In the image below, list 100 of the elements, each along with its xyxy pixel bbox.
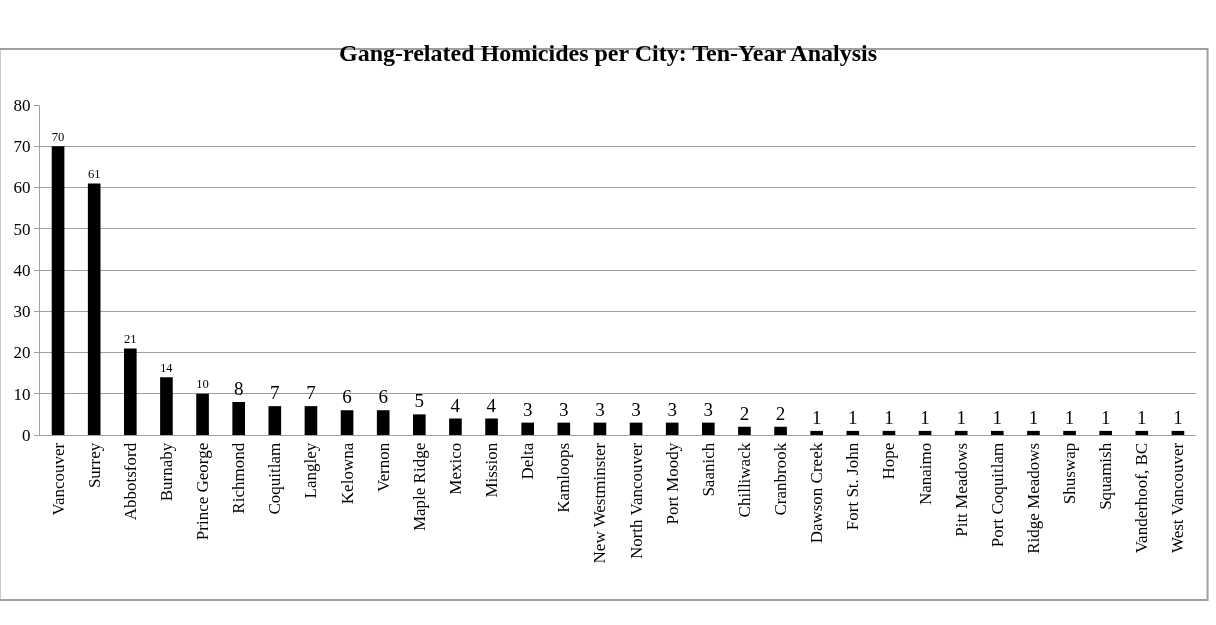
data-label: 1 [811, 406, 822, 428]
chart-title: Gang-related Homicides per City: Ten-Year Analysis [338, 39, 878, 66]
x-tick-label: Abbotsford [120, 442, 140, 521]
x-tick-label: Shuswap [1060, 442, 1080, 505]
data-label: 3 [522, 398, 533, 420]
data-label: 3 [595, 398, 605, 420]
bar [1027, 430, 1040, 435]
bar [521, 422, 535, 435]
x-tick-label: Squamish [1096, 442, 1116, 510]
x-tick-label: Cranbrook [771, 442, 791, 516]
data-label: 1 [884, 406, 894, 428]
data-label: 61 [87, 166, 101, 181]
data-label: 70 [51, 129, 65, 144]
bar [51, 146, 65, 435]
bar [810, 430, 824, 435]
data-label: 3 [559, 398, 569, 420]
bar [412, 414, 426, 435]
data-label: 14 [160, 360, 173, 375]
bar [1099, 430, 1113, 435]
data-label: 1 [956, 406, 966, 428]
bar [268, 406, 282, 435]
data-label: 2 [775, 402, 786, 424]
bar [918, 430, 932, 435]
data-label: 7 [270, 382, 280, 404]
bar [196, 393, 209, 435]
bar [557, 422, 571, 435]
x-tick-label: Nanaimo [915, 442, 935, 506]
bar [1171, 430, 1185, 435]
y-tick-label: 50 [13, 219, 31, 239]
x-tick-label: Fort St. John [843, 442, 863, 531]
data-label: 5 [414, 390, 425, 412]
x-tick-label: Saanich [698, 442, 718, 497]
data-label: 1 [848, 406, 858, 428]
bar [376, 410, 390, 435]
data-label: 1 [1173, 406, 1183, 428]
x-tick-label: Port Coquitlam [987, 442, 1007, 548]
bar [846, 430, 860, 435]
x-tick-label: Maple Ridge [409, 442, 429, 532]
bar [665, 422, 679, 435]
bar [340, 410, 354, 435]
x-tick-label: Vanderhoof, BC [1132, 442, 1152, 554]
x-tick-label: Richmond [229, 442, 249, 514]
data-label: 4 [486, 394, 497, 416]
x-tick-label: Mexico [445, 442, 465, 495]
data-label: 3 [667, 398, 677, 420]
y-tick-label: 70 [13, 137, 31, 157]
y-tick-label: 80 [13, 95, 31, 115]
x-tick-label: Pitt Meadows [951, 442, 971, 537]
y-tick-label: 60 [13, 178, 31, 198]
bar [123, 348, 137, 435]
y-tick-label: 30 [13, 302, 31, 322]
bar [1063, 430, 1076, 435]
data-label: 1 [1028, 406, 1039, 428]
y-tick-label: 40 [13, 260, 31, 280]
bar [954, 430, 968, 435]
data-label: 3 [631, 398, 641, 420]
y-tick-label: 10 [13, 384, 31, 404]
data-label: 1 [1137, 406, 1147, 428]
data-label: 6 [342, 386, 352, 408]
data-label: 2 [739, 402, 750, 424]
x-tick-label: Mission [482, 442, 502, 498]
data-label: 1 [1064, 406, 1075, 428]
y-tick-label: 20 [13, 343, 31, 363]
x-tick-label: Delta [518, 442, 538, 480]
bar [774, 426, 787, 435]
data-label: 7 [306, 382, 316, 404]
bar [485, 418, 498, 435]
bar [232, 402, 246, 435]
x-tick-label: Kelowna [337, 442, 357, 505]
bar [1135, 430, 1149, 435]
data-label: 6 [378, 386, 388, 408]
bar [990, 430, 1004, 435]
x-tick-label: Burnaby [156, 442, 176, 502]
x-tick-label: New Westminster [590, 442, 610, 564]
bar [304, 406, 318, 435]
bar [701, 422, 715, 435]
x-tick-label: Langley [301, 442, 321, 499]
x-tick-label: Ridge Meadows [1023, 442, 1043, 554]
x-tick-label: Coquitlam [265, 442, 285, 515]
x-tick-label: Surrey [84, 442, 104, 489]
bar [449, 418, 462, 435]
x-tick-label: Dawson Creek [807, 442, 827, 544]
x-tick-label: Vancouver [48, 442, 68, 516]
bar [882, 430, 896, 435]
x-tick-label: Prince George [193, 442, 213, 541]
data-label: 10 [196, 377, 209, 392]
x-tick-label: North Vancouver [626, 442, 646, 560]
bar [160, 377, 173, 435]
data-label: 1 [920, 406, 930, 428]
x-tick-label: Hope [879, 442, 899, 480]
data-label: 3 [703, 398, 714, 420]
bar [593, 422, 607, 435]
x-tick-label: Chilliwack [734, 442, 754, 518]
y-tick-label: 0 [22, 425, 31, 445]
data-label: 4 [450, 394, 461, 416]
bar [629, 422, 643, 435]
data-label: 1 [992, 406, 1003, 428]
data-label: 8 [233, 378, 244, 399]
x-tick-label: Vernon [373, 442, 393, 492]
bar [87, 183, 101, 435]
